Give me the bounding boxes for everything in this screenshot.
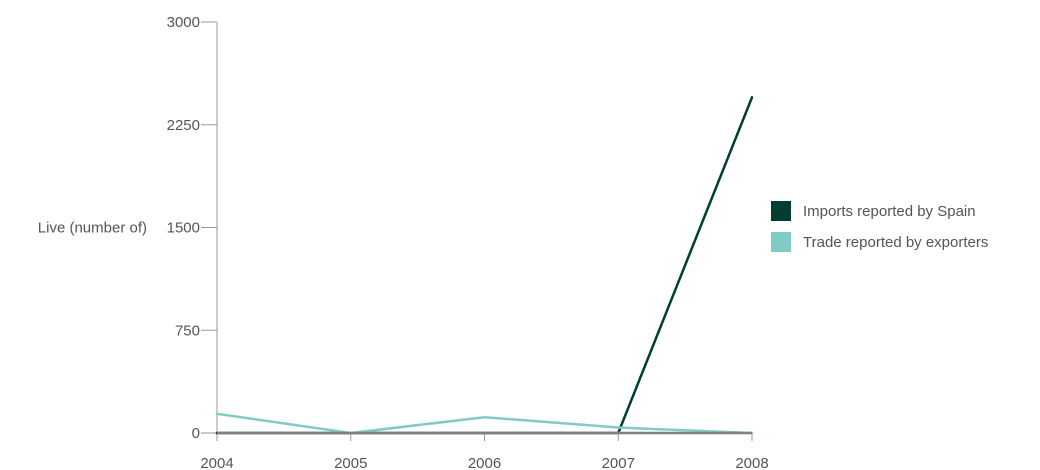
data-point	[483, 416, 486, 419]
legend-item: Imports reported by Spain	[771, 201, 976, 221]
x-tick-label: 2007	[602, 455, 635, 470]
data-point	[617, 426, 620, 429]
legend-swatch	[771, 232, 791, 252]
data-point	[215, 412, 219, 416]
series-line-imports-spain	[215, 96, 754, 435]
x-tick-label: 2008	[735, 455, 768, 470]
legend-swatch	[771, 201, 791, 221]
series-layer	[215, 96, 754, 435]
data-point	[750, 96, 754, 99]
y-tick-label: 750	[175, 322, 200, 339]
y-tick-label: 1500	[167, 220, 200, 237]
legend: Imports reported by Spain Trade reported …	[771, 201, 988, 252]
legend-label: Imports reported by Spain	[803, 203, 976, 220]
legend-item: Trade reported by exporters	[771, 232, 988, 252]
x-tick-label: 2005	[334, 455, 367, 470]
y-tick-label: 3000	[167, 14, 200, 31]
y-tick-label: 0	[192, 425, 200, 442]
y-tick-label: 2250	[167, 117, 200, 134]
y-axis-title: Live (number of)	[38, 220, 147, 237]
y-axis: 0 750 1500 2250 3000	[167, 14, 218, 442]
x-tick-label: 2004	[200, 455, 233, 470]
legend-label: Trade reported by exporters	[803, 234, 988, 251]
x-tick-label: 2006	[468, 455, 501, 470]
x-axis: 2004 2005 2006 2007 2008	[200, 432, 769, 470]
